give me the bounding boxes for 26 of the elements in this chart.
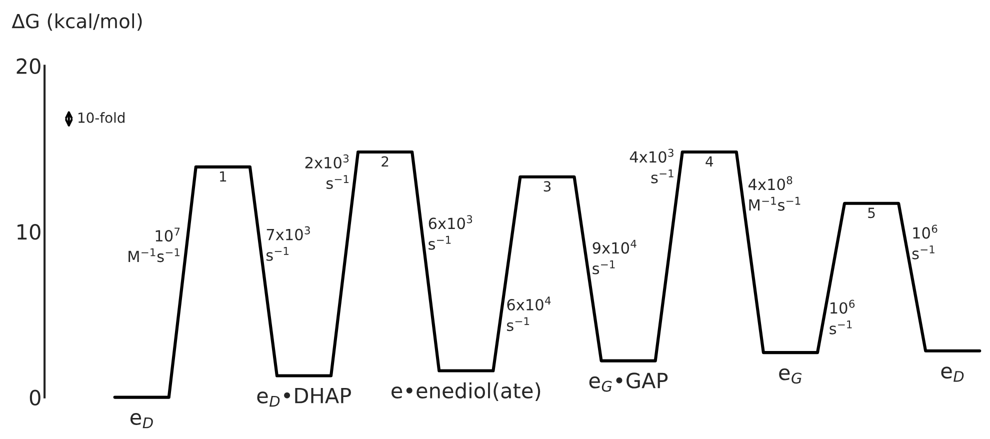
text: 4x10$^{8}$ M$^{−1}$s$^{−1}$	[748, 176, 800, 211]
y-tick-label: 0	[30, 390, 40, 406]
y-tick-label: 10	[18, 224, 40, 240]
y-tick-label: 20	[16, 58, 40, 74]
text: 9x10$^{4}$ s$^{−1}$	[592, 240, 636, 274]
text: 6x10$^{3}$ s$^{−1}$	[428, 215, 472, 250]
text: 10$^{7}$ M$^{−1}$s$^{−1}$	[128, 228, 180, 262]
annotation: 10-fold	[78, 112, 124, 123]
x-tick-label: e$_{D}$•DHAP	[257, 388, 351, 407]
x-tick-label: 1	[220, 171, 226, 182]
x-tick-label: 5	[868, 208, 875, 218]
text: 4x10$^{3}$ s$^{−1}$	[630, 148, 674, 184]
text: 2x10$^{3}$ s$^{−1}$	[305, 154, 349, 190]
x-tick-label: e•enediol(ate)	[392, 382, 540, 401]
text: 6x10$^{4}$ s$^{−1}$	[506, 296, 551, 332]
x-tick-label: 2	[382, 156, 388, 167]
x-tick-label: 4	[706, 156, 714, 167]
y-axis-title: ΔG (kcal/mol)	[12, 13, 142, 31]
x-tick-label: e$_{D}$	[941, 366, 964, 382]
text: 10$^{6}$ s$^{−1}$	[830, 300, 855, 334]
x-tick-label: e$_{D}$	[130, 413, 153, 428]
x-tick-label: e$_{G}$•GAP	[589, 372, 668, 392]
text: 7x10$^{3}$ s$^{−1}$	[266, 226, 310, 261]
x-tick-label: e$_{G}$	[779, 368, 802, 384]
x-tick-label: 3	[544, 181, 551, 192]
text: 10$^{6}$ s$^{−1}$	[912, 224, 938, 260]
